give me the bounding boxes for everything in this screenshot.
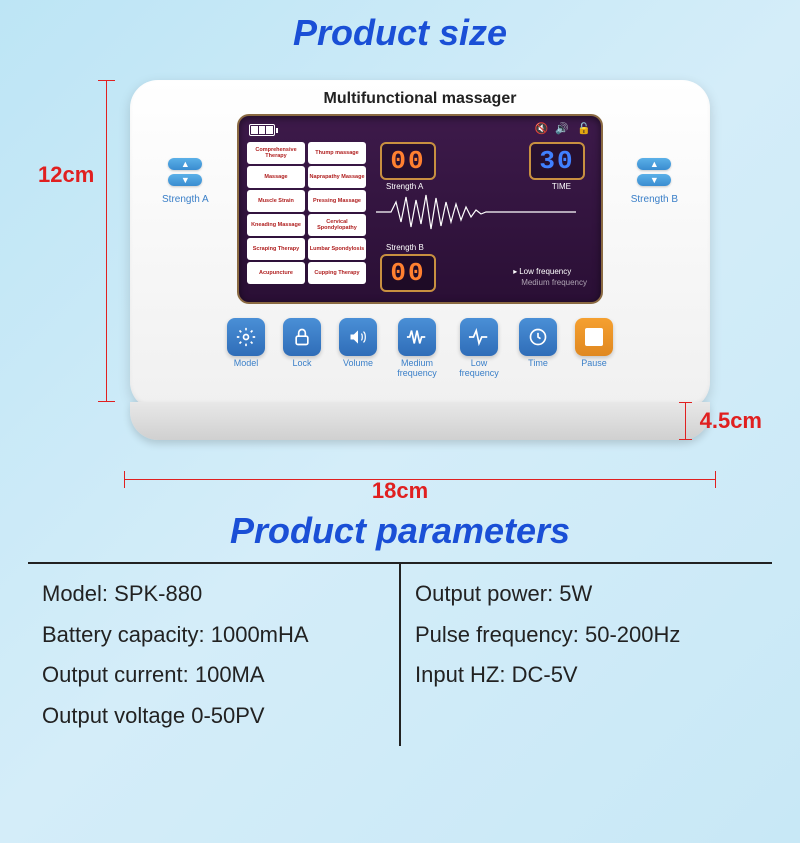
mode-option[interactable]: Comprehensive Therapy — [247, 142, 305, 164]
dim-width: 18cm — [372, 478, 428, 504]
button-label: Low frequency — [457, 359, 501, 379]
mode-option[interactable]: Kneading Massage — [247, 214, 305, 236]
mode-option[interactable]: Muscle Strain — [247, 190, 305, 212]
params-title: Product parameters — [0, 510, 800, 552]
mode-list: Comprehensive TherapyMassageMuscle Strai… — [247, 142, 366, 296]
param-row: Battery capacity: 1000mHA — [42, 615, 385, 656]
strength-a-display: 00 — [380, 142, 436, 180]
size-title: Product size — [0, 0, 800, 62]
device-label: Multifunctional massager — [130, 80, 710, 114]
device-screen: 🔇 🔊 🔓 Comprehensive TherapyMassageMuscle… — [237, 114, 603, 304]
volume-icon — [339, 318, 377, 356]
volume-button[interactable]: Volume — [339, 318, 377, 379]
device-body: Multifunctional massager ▲ ▼ Strength A … — [130, 80, 710, 410]
pause-button[interactable]: Pause — [575, 318, 613, 379]
time-display-label: TIME — [552, 182, 571, 191]
strength-b-display-label: Strength B — [386, 243, 424, 252]
readout-area: 00 Strength A 30 TIME Strength B 00 ▸Low… — [372, 142, 593, 296]
param-row: Output power: 5W — [415, 574, 758, 615]
strength-a-down[interactable]: ▼ — [168, 174, 202, 186]
gear-icon — [227, 318, 265, 356]
strength-a-control: ▲ ▼ Strength A — [162, 158, 209, 205]
mode-option[interactable]: Thump massage — [308, 142, 366, 164]
frequency-labels: ▸Low frequency Medium frequency — [513, 267, 587, 288]
lock-button[interactable]: Lock — [283, 318, 321, 379]
battery-icon — [249, 124, 275, 136]
strength-a-display-label: Strength A — [386, 182, 423, 191]
button-row: Model Lock Volume Medium frequency Low frequ… — [130, 318, 710, 379]
mode-option[interactable]: Pressing Massage — [308, 190, 366, 212]
strength-a-up[interactable]: ▲ — [168, 158, 202, 170]
pause-icon — [575, 318, 613, 356]
strength-b-control: ▲ ▼ Strength B — [631, 158, 678, 205]
pulse-l-icon — [460, 318, 498, 356]
button-label: Volume — [343, 359, 373, 369]
button-label: Lock — [292, 359, 311, 369]
lock-icon — [283, 318, 321, 356]
param-row: Model: SPK-880 — [42, 574, 385, 615]
mode-option[interactable]: Lumbar Spondylosis — [308, 238, 366, 260]
model-button[interactable]: Model — [227, 318, 265, 379]
sound-icons: 🔇 🔊 — [535, 122, 571, 135]
strength-b-label: Strength B — [631, 194, 678, 205]
dim-line-height — [106, 80, 107, 402]
params-table: Model: SPK-880Battery capacity: 1000mHAO… — [28, 562, 772, 746]
param-row: Pulse frequency: 50-200Hz — [415, 615, 758, 656]
wave-graphic — [376, 192, 576, 232]
param-row: Output current: 100MA — [42, 655, 385, 696]
dim-height: 12cm — [38, 162, 94, 188]
product-diagram: 12cm Multifunctional massager ▲ ▼ Streng… — [20, 62, 780, 482]
dim-depth: 4.5cm — [700, 408, 762, 434]
strength-a-label: Strength A — [162, 194, 209, 205]
mode-option[interactable]: Naprapathy Massage — [308, 166, 366, 188]
time-button[interactable]: Time — [519, 318, 557, 379]
pulse-m-icon — [398, 318, 436, 356]
button-label: Medium frequency — [395, 359, 439, 379]
medium-freq-button[interactable]: Medium frequency — [395, 318, 439, 379]
time-display: 30 — [529, 142, 585, 180]
mode-option[interactable]: Scraping Therapy — [247, 238, 305, 260]
strength-b-down[interactable]: ▼ — [637, 174, 671, 186]
param-row: Output voltage 0-50PV — [42, 696, 385, 737]
low-freq-button[interactable]: Low frequency — [457, 318, 501, 379]
button-label: Model — [234, 359, 259, 369]
strength-b-up[interactable]: ▲ — [637, 158, 671, 170]
strength-b-display: 00 — [380, 254, 436, 292]
clock-icon — [519, 318, 557, 356]
device-base — [130, 402, 710, 440]
param-row: Input HZ: DC-5V — [415, 655, 758, 696]
mode-option[interactable]: Cupping Therapy — [308, 262, 366, 284]
lock-status-icon: 🔓 — [577, 122, 591, 135]
mode-option[interactable]: Acupuncture — [247, 262, 305, 284]
dim-line-depth — [685, 402, 686, 440]
mode-option[interactable]: Cervical Spondylopathy — [308, 214, 366, 236]
button-label: Time — [528, 359, 548, 369]
button-label: Pause — [581, 359, 607, 369]
mode-option[interactable]: Massage — [247, 166, 305, 188]
